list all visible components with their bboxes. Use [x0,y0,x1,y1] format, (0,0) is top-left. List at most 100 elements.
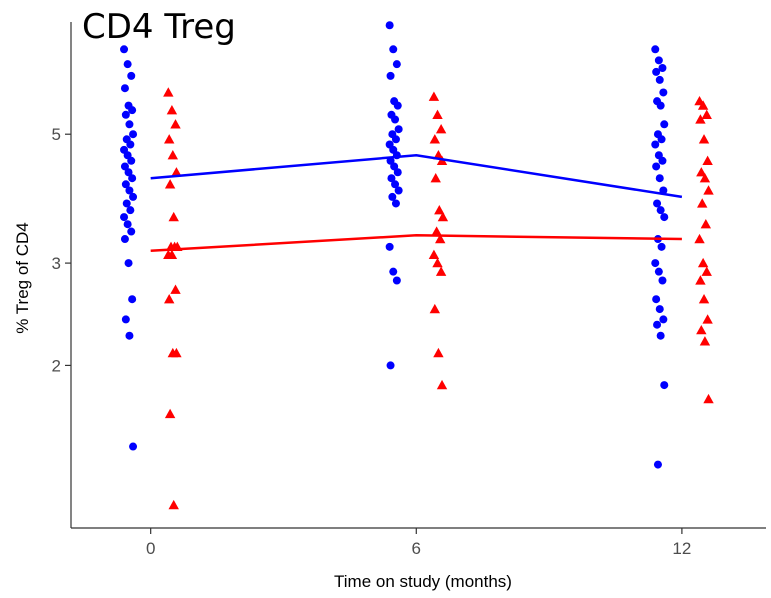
data-point [393,168,402,177]
data-point [166,104,178,115]
data-point [654,56,663,65]
mean-lines [150,153,683,253]
data-point [122,199,131,208]
data-point [394,125,403,134]
data-point [168,499,179,510]
data-point [436,379,448,390]
data-point [695,114,706,124]
data-point [170,119,181,129]
data-point [129,130,138,139]
data-point [655,305,664,314]
tick-marks [65,133,683,534]
data-point [385,242,394,251]
data-point [388,192,397,201]
data-point [656,331,665,340]
data-point [653,199,662,208]
data-point [164,179,176,189]
data-point [391,199,400,208]
data-point [435,124,447,134]
data-point [697,100,709,110]
data-point [127,227,136,236]
data-point [655,174,664,183]
data-point [653,320,662,329]
data-point [124,259,133,268]
data-point [653,460,662,469]
data-point [386,361,395,370]
data-point [432,109,443,119]
data-point [164,408,176,419]
chart-title: CD4 Treg [82,7,236,47]
data-point [703,393,714,404]
mean-line [150,153,683,199]
data-point [700,219,712,229]
data-point [697,257,709,268]
data-point [702,155,713,165]
data-point [126,140,135,149]
data-point [170,284,181,294]
data-point [696,167,707,177]
data-point [429,134,441,144]
data-point [391,135,400,144]
data-point [428,249,440,259]
data-point [654,267,663,276]
data-point [166,249,178,259]
tick-labels: 0 6 12 2 3 5 [52,125,692,558]
data-point [695,275,706,285]
data-point [702,314,713,324]
data-point [660,213,669,222]
data-point [437,211,449,222]
data-point [435,266,447,276]
data-point [657,242,666,251]
y-tick-label: 5 [52,125,61,144]
y-tick-label: 3 [52,254,61,273]
x-tick-label: 0 [146,539,155,558]
data-point [128,106,137,115]
data-point [656,101,665,110]
data-point [127,156,136,165]
data-point [651,259,660,268]
data-point [385,21,394,30]
data-point [125,186,134,195]
data-point [659,315,668,324]
data-point [658,156,667,165]
data-point [390,162,399,171]
data-point [394,186,403,195]
data-point [434,204,445,215]
data-point [121,110,130,119]
data-point [120,84,129,93]
data-point [123,220,132,229]
data-point [163,87,174,97]
data-point [120,162,129,171]
x-tick-label: 12 [672,539,691,558]
data-point [651,45,660,54]
data-point [655,75,664,84]
data-point [120,45,129,54]
data-point [168,211,179,222]
data-point [129,442,138,451]
data-point [433,347,444,358]
data-point [429,303,441,314]
data-point [435,233,446,244]
data-point [123,60,132,69]
data-point [167,150,179,160]
data-point [660,381,669,390]
data-point [125,120,134,129]
data-point [129,192,138,201]
data-point [430,173,441,183]
data-point [659,88,668,97]
data-point [121,315,130,324]
mean-line [150,234,682,253]
data-point [120,213,129,222]
data-points [120,21,714,510]
data-point [652,67,661,76]
data-point [660,120,669,129]
y-tick-label: 2 [52,356,61,375]
data-point [699,173,711,183]
data-point [698,134,710,144]
data-point [389,45,398,54]
data-point [391,180,400,189]
data-point [651,140,660,149]
data-point [386,71,395,80]
data-point [128,295,137,304]
data-point [696,324,707,335]
